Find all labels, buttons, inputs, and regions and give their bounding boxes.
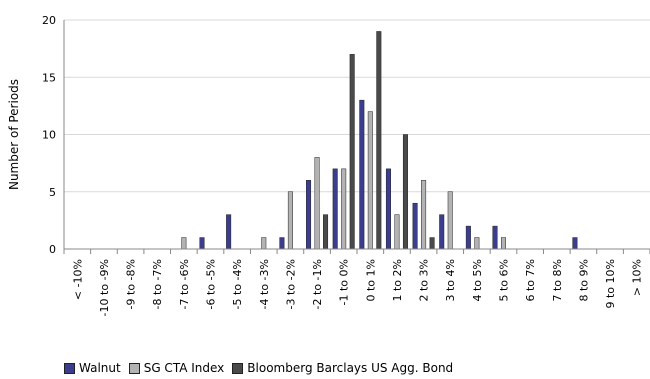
bar-sg-cta-index: [447, 191, 453, 250]
x-tick-label: -9 to -8%: [125, 259, 138, 309]
y-tick-label: 20: [42, 14, 56, 27]
legend: Walnut SG CTA Index Bloomberg Barclays US …: [64, 361, 461, 375]
y-axis-label: Number of Periods: [7, 79, 21, 190]
bar-sg-cta-index: [367, 111, 373, 250]
bar-walnut: [465, 225, 471, 250]
x-tick-label: -3 to -2%: [284, 259, 297, 309]
bar-walnut: [306, 180, 312, 250]
bar-walnut: [412, 202, 418, 250]
legend-item: Bloomberg Barclays US Agg. Bond: [232, 361, 453, 375]
bar-sg-cta-index: [261, 237, 267, 250]
x-tick-label: -8 to -7%: [151, 259, 164, 309]
x-tick-label: 8 to 9%: [577, 259, 590, 302]
bar-sg-cta-index: [421, 180, 427, 250]
bar-bloomberg-barclays-us-agg-bond: [429, 237, 435, 250]
x-tick-label: 2 to 3%: [418, 259, 431, 302]
legend-item: SG CTA Index: [128, 361, 225, 375]
y-tick-labels: 0 5 10 15 20: [42, 14, 56, 256]
bar-sg-cta-index: [341, 168, 347, 250]
bar-bloomberg-barclays-us-agg-bond: [376, 31, 382, 250]
x-tick-label: 5 to 6%: [498, 259, 511, 302]
legend-swatch: [64, 362, 75, 374]
legend-label: Bloomberg Barclays US Agg. Bond: [247, 361, 454, 375]
bar-walnut: [332, 168, 338, 250]
x-tick-label: 7 to 8%: [551, 259, 564, 302]
y-tick-label: 5: [49, 186, 56, 199]
legend-swatch: [232, 362, 244, 374]
x-tick-label: 0 to 1%: [364, 259, 377, 302]
bar-walnut: [226, 214, 232, 250]
x-tick-label: 9 to 10%: [604, 259, 617, 308]
x-tick-label: -5 to -4%: [231, 259, 244, 309]
x-tick-label: -1 to 0%: [338, 259, 351, 305]
bar-sg-cta-index: [394, 214, 400, 250]
y-tick-label: 0: [49, 243, 56, 256]
y-tick-label: 10: [42, 129, 56, 142]
bar-sg-cta-index: [501, 237, 506, 250]
legend-item: Walnut: [64, 361, 121, 375]
x-tick-label: < -10%: [71, 259, 84, 300]
bar-walnut: [279, 237, 285, 250]
x-tick-label: 3 to 4%: [444, 259, 457, 302]
bar-walnut: [199, 237, 205, 250]
x-tick-label: -2 to -1%: [311, 259, 324, 309]
bar-walnut: [385, 168, 391, 250]
bar-sg-cta-index: [474, 237, 480, 250]
y-tick-label: 15: [42, 71, 56, 84]
x-tick-label: -6 to -5%: [205, 259, 218, 309]
x-tick-labels: < -10% -10 to -9% -9 to -8% -8 to -7% -7 to …: [71, 259, 643, 316]
x-tick-label: > 10%: [631, 259, 644, 296]
legend-label: SG CTA Index: [143, 361, 225, 375]
x-tick-label: 1 to 2%: [391, 259, 404, 302]
bars: [181, 31, 578, 250]
x-tick-label: -7 to -6%: [178, 259, 191, 309]
gridlines: [64, 19, 650, 193]
bar-sg-cta-index: [181, 237, 187, 250]
bar-bloomberg-barclays-us-agg-bond: [349, 54, 355, 250]
x-tick-label: 4 to 5%: [471, 259, 484, 302]
x-tick-label: -10 to -9%: [98, 259, 111, 316]
x-tick-label: -4 to -3%: [258, 259, 271, 309]
bar-walnut: [359, 99, 365, 250]
x-tick-label: 6 to 7%: [524, 259, 537, 302]
bar-sg-cta-index: [314, 157, 320, 250]
bar-sg-cta-index: [287, 191, 293, 250]
bar-walnut: [572, 237, 578, 250]
bar-walnut: [492, 225, 498, 250]
bar-bloomberg-barclays-us-agg-bond: [402, 134, 408, 250]
legend-label: Walnut: [79, 361, 121, 375]
bar-walnut: [439, 214, 445, 250]
bar-bloomberg-barclays-us-agg-bond: [323, 214, 329, 250]
axes: [63, 20, 650, 254]
legend-swatch: [128, 362, 140, 374]
